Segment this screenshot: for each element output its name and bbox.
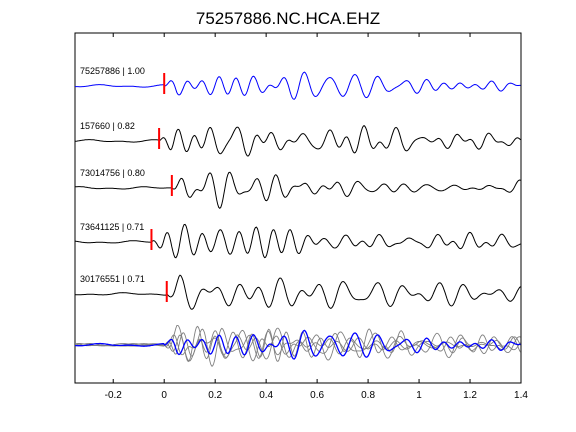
x-tick-label: 0.8 xyxy=(361,390,375,401)
x-tick-label: 0.2 xyxy=(208,390,222,401)
overlay-trace-73641125 xyxy=(74,325,521,363)
x-tick-label: 0 xyxy=(161,390,167,401)
x-tick-label: 1.2 xyxy=(463,390,477,401)
x-tick-label: -0.2 xyxy=(105,390,123,401)
trace-label-73014756: 73014756 | 0.80 xyxy=(80,168,145,178)
pick-markers xyxy=(150,73,173,302)
overlay-trace-30176551 xyxy=(75,324,521,362)
trace-label-30176551: 30176551 | 0.71 xyxy=(80,274,145,284)
x-tick-label: 0.4 xyxy=(259,390,273,401)
trace-stack xyxy=(74,71,521,310)
trace-label-75257886: 75257886 | 1.00 xyxy=(80,66,145,76)
overlay-stack xyxy=(74,324,521,367)
trace-labels: 75257886 | 1.00 157660 | 0.82 73014756 | 0… xyxy=(80,66,145,284)
trace-line-30176551 xyxy=(74,274,521,310)
trace-line-73014756 xyxy=(74,171,521,209)
plot-frame xyxy=(74,32,522,384)
trace-label-157660: 157660 | 0.82 xyxy=(80,121,135,131)
x-axis: -0.2 0 0.2 0.4 0.6 0.8 1 1.2 1.4 xyxy=(105,33,528,401)
trace-line-73641125 xyxy=(74,223,521,259)
x-tick-label: 0.6 xyxy=(310,390,324,401)
trace-label-73641125: 73641125 | 0.71 xyxy=(80,222,144,232)
trace-line-75257886 xyxy=(74,71,521,100)
x-tick-label: 1 xyxy=(416,390,422,401)
chart-title: 75257886.NC.HCA.EHZ xyxy=(196,9,380,28)
x-tick-label: 1.4 xyxy=(514,390,528,401)
trace-line-157660 xyxy=(74,125,521,157)
overlay-trace-75257886 xyxy=(74,329,521,360)
